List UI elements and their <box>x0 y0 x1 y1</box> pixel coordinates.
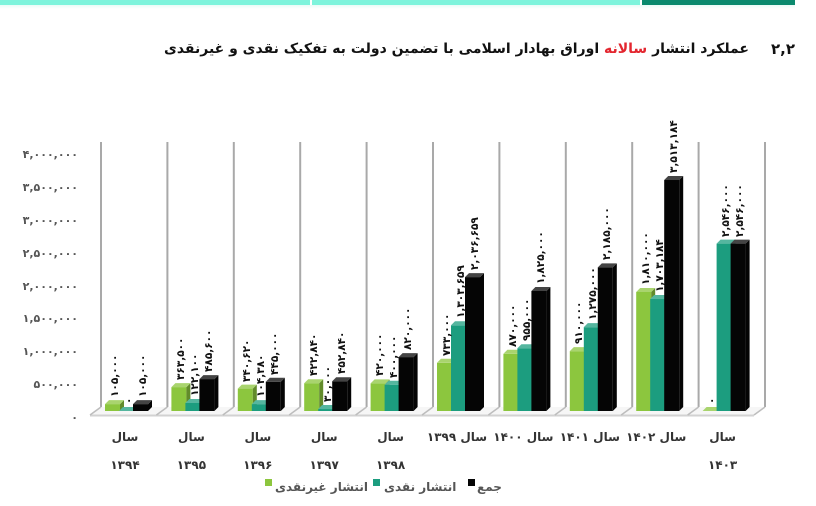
title-highlight-word: سالانه <box>604 41 648 57</box>
title-text-part2: اوراق بهادار اسلامی با تضمین دولت به تفک… <box>163 41 600 57</box>
data-label-cash: ۱,۲۷۵,۰۰۰ <box>587 267 600 321</box>
floor-slant-line <box>155 406 168 416</box>
data-label-cash: ۱۰۴,۳۸۰ <box>255 354 268 398</box>
x-category-label: سال ۱۴۰۲ <box>626 430 687 444</box>
floor-slant-line <box>355 406 368 416</box>
y-tick-label: ۱,۰۰۰,۰۰۰ <box>22 345 78 359</box>
floor-slant-line <box>222 406 235 416</box>
legend-label-cash: انتشار نقدی <box>384 480 457 494</box>
data-label-non-cash: ۱,۸۱۰,۰۰۰ <box>639 232 652 285</box>
y-tick-label: ۵۰۰,۰۰۰ <box>33 378 78 392</box>
data-label-non-cash: ۷۳۳,۰۰۰ <box>440 313 453 356</box>
bar-total <box>133 400 152 411</box>
data-label-total: ۴۸۵,۶۰۰ <box>202 329 215 373</box>
data-label-total: ۲,۱۸۵,۰۰۰ <box>601 207 614 261</box>
bar-non-cash <box>105 400 124 411</box>
data-label-cash: ۱,۳۰۳,۶۵۹ <box>454 265 467 319</box>
x-category-label: سال ۱۳۹۴ <box>110 430 140 472</box>
data-label-non-cash: ۰ <box>706 397 719 404</box>
floor-slant-line <box>554 406 567 416</box>
bar-total <box>265 377 285 411</box>
legend-label-non-cash: انتشار غیرنقدی <box>275 480 368 494</box>
data-label-non-cash: ۸۷۰,۰۰۰ <box>506 304 519 347</box>
x-category-label: سال ۱۴۰۱ <box>559 430 620 444</box>
y-tick-label: ۳,۵۰۰,۰۰۰ <box>22 180 78 194</box>
y-tick-label: ۴,۰۰۰,۰۰۰ <box>22 148 78 161</box>
data-label-total: ۳,۵۱۳,۱۸۴ <box>667 120 680 173</box>
data-label-non-cash: ۴۲۰,۰۰۰ <box>374 333 387 377</box>
bar-total <box>398 353 418 411</box>
data-label-total: ۴۴۵,۰۰۰ <box>269 332 282 375</box>
bar-total <box>597 263 617 411</box>
top-bar-shadow <box>0 5 795 9</box>
data-label-non-cash: ۳۴۰,۶۲۰ <box>241 339 254 382</box>
data-label-non-cash: ۹۱۰,۰۰۰ <box>573 301 586 345</box>
floor-slant-line <box>620 406 633 416</box>
section-number: ۲,۲ <box>770 40 795 58</box>
y-tick-label: ۲,۰۰۰,۰۰۰ <box>22 279 78 293</box>
data-label-total: ۱۰۵,۰۰۰ <box>136 354 149 398</box>
legend-label-total: جمع <box>477 480 502 494</box>
x-category-label: سال ۱۳۹۷ <box>309 430 339 472</box>
data-label-cash: ۹۵۵,۰۰۰ <box>520 298 533 342</box>
floor-slant-line <box>753 406 766 416</box>
floor-slant-line <box>687 406 700 416</box>
x-category-label: سال ۱۳۹۸ <box>375 430 406 472</box>
top-accent-bar-3 <box>642 0 795 5</box>
floor-slant-line <box>89 406 102 416</box>
data-label-cash: ۰ <box>122 397 135 404</box>
data-label-total: ۱,۸۲۵,۰۰۰ <box>534 231 547 284</box>
data-label-non-cash: ۱۰۵,۰۰۰ <box>108 354 121 398</box>
legend-swatch-non-cash <box>265 479 272 486</box>
data-label-total: ۲,۵۴۶,۰۰۰ <box>734 183 747 237</box>
x-category-label: سال ۱۴۰۳ <box>707 430 738 472</box>
bar-total <box>199 375 219 411</box>
x-category-label: سال ۱۳۹۵ <box>176 430 207 472</box>
chart-heading: ۲,۲ عملکرد انتشار سالانه اوراق بهادار اس… <box>164 40 795 58</box>
data-label-total: ۲,۰۳۶,۶۵۹ <box>468 217 481 271</box>
chart-title: عملکرد انتشار سالانه اوراق بهادار اسلامی… <box>164 41 749 57</box>
data-label-cash: ۱,۷۰۳,۱۸۴ <box>653 239 666 293</box>
legend-swatch-cash <box>373 479 380 486</box>
data-label-total: ۴۵۲,۸۴۰ <box>335 331 348 375</box>
data-label-total: ۸۲۰,۰۰۰ <box>402 307 415 351</box>
data-label-cash: ۳۰,۰۰۰ <box>321 365 334 403</box>
data-label-cash: ۱۲۲,۱۰۰ <box>188 353 201 396</box>
bar-total <box>664 176 684 411</box>
data-label-non-cash: ۳۶۳,۵۰۰ <box>174 337 187 381</box>
bar-non-cash <box>171 383 191 411</box>
data-label-cash: ۲,۵۴۶,۰۰۰ <box>720 183 733 237</box>
y-tick-label: ۰ <box>71 411 78 424</box>
bar-non-cash <box>304 379 324 411</box>
y-tick-label: ۲,۵۰۰,۰۰۰ <box>22 246 78 260</box>
bar-total <box>332 377 352 411</box>
top-accent-bar-1 <box>0 0 310 5</box>
x-category-label: سال ۱۳۹۹ <box>426 430 488 444</box>
floor-slant-line <box>487 406 500 416</box>
x-category-label: سال ۱۴۰۰ <box>493 430 554 444</box>
x-category-label: سال ۱۳۹۶ <box>243 430 273 472</box>
floor-slant-line <box>421 406 434 416</box>
legend-swatch-total <box>468 479 475 486</box>
data-label-non-cash: ۴۲۲,۸۴۰ <box>307 333 320 377</box>
top-accent-bar-2 <box>312 0 640 5</box>
bar-total <box>730 239 750 411</box>
y-tick-label: ۱,۵۰۰,۰۰۰ <box>22 312 78 326</box>
floor-slant-line <box>288 406 301 416</box>
bar-total <box>531 287 551 411</box>
bar-total <box>465 273 484 411</box>
data-label-cash: ۴۰۰,۰۰۰ <box>388 335 401 378</box>
title-text-part1: عملکرد انتشار <box>652 41 749 57</box>
y-tick-label: ۳,۰۰۰,۰۰۰ <box>22 213 78 227</box>
